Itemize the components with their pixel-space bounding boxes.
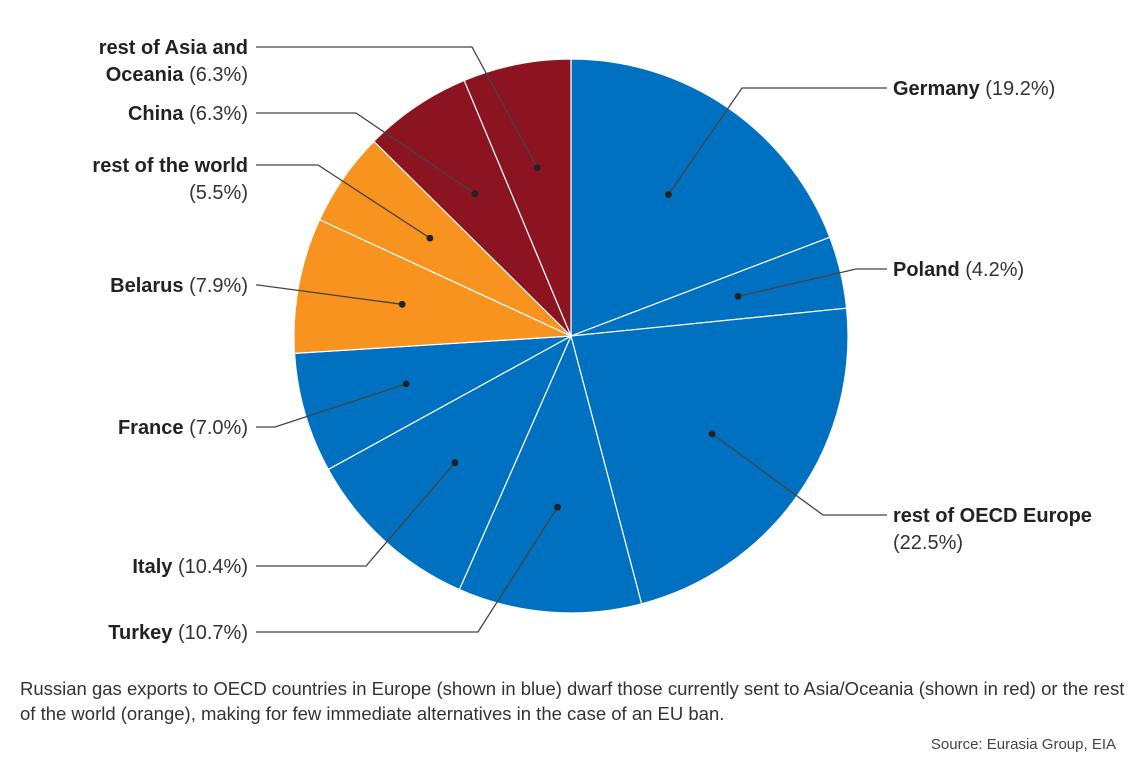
slice-label-china: China (6.3%) (128, 103, 248, 125)
leader-line-rest-of-asia-and-oceania (256, 46, 538, 168)
leader-line-france (256, 383, 407, 428)
leader-dot-france (402, 380, 410, 388)
slice-label-turkey: Turkey (10.7%) (108, 622, 248, 644)
slice-label-belarus: Belarus (7.9%) (110, 275, 248, 297)
leader-dot-rest-of-asia-and-oceania (533, 164, 541, 172)
leader-dot-rest-of-the-world (426, 234, 434, 242)
leader-line-china (256, 112, 476, 195)
slice-label-germany: Germany (19.2%) (893, 78, 1055, 100)
leader-line-turkey (256, 506, 559, 633)
pie-slice-turkey (458, 334, 643, 614)
slice-label-france: France (7.0%) (118, 417, 248, 439)
slice-label-rest-of-asia-and-oceania: rest of Asia and Oceania (6.3%) (99, 37, 248, 86)
pie-slice-rest-of-asia-and-oceania (463, 58, 572, 337)
slice-labels: Germany (19.2%) Poland (4.2%) rest of OECD… (92, 37, 1092, 644)
leader-line-rest-of-oecd-europe (711, 433, 887, 516)
leader-lines (256, 46, 887, 633)
source-note: Source: Eurasia Group, EIA (930, 736, 1116, 753)
slice-label-rest-of-oecd-europe: rest of OECD Europe (22.5%) (893, 505, 1092, 554)
leader-line-italy (256, 462, 456, 567)
leader-line-poland (737, 268, 887, 298)
slice-label-rest-of-the-world: rest of the world (5.5%) (92, 155, 248, 204)
leader-line-rest-of-the-world (256, 164, 431, 239)
leader-line-germany (667, 87, 887, 195)
leader-dot-china (471, 190, 479, 198)
leader-dot-rest-of-oecd-europe (708, 430, 716, 438)
pie-slice-belarus (293, 218, 572, 355)
leader-dot-poland (734, 293, 742, 300)
pie-chart: Germany (19.2%) Poland (4.2%) rest of OECD… (92, 37, 1092, 644)
leader-dot-germany (665, 191, 672, 199)
slice-label-poland: Poland (4.2%) (893, 259, 1024, 281)
leader-dot-turkey (554, 503, 561, 511)
chart-caption: Russian gas exports to OECD countries in… (20, 678, 1125, 724)
leader-dot-italy (451, 459, 459, 467)
leader-line-belarus (256, 284, 403, 305)
pie-slice-france (293, 335, 572, 471)
leader-dot-belarus (398, 300, 406, 308)
slice-label-italy: Italy (10.4%) (132, 556, 248, 578)
pie-slices (293, 58, 849, 614)
pie-slice-rest-of-oecd-europe (570, 307, 849, 605)
pie-slice-italy (327, 334, 573, 591)
